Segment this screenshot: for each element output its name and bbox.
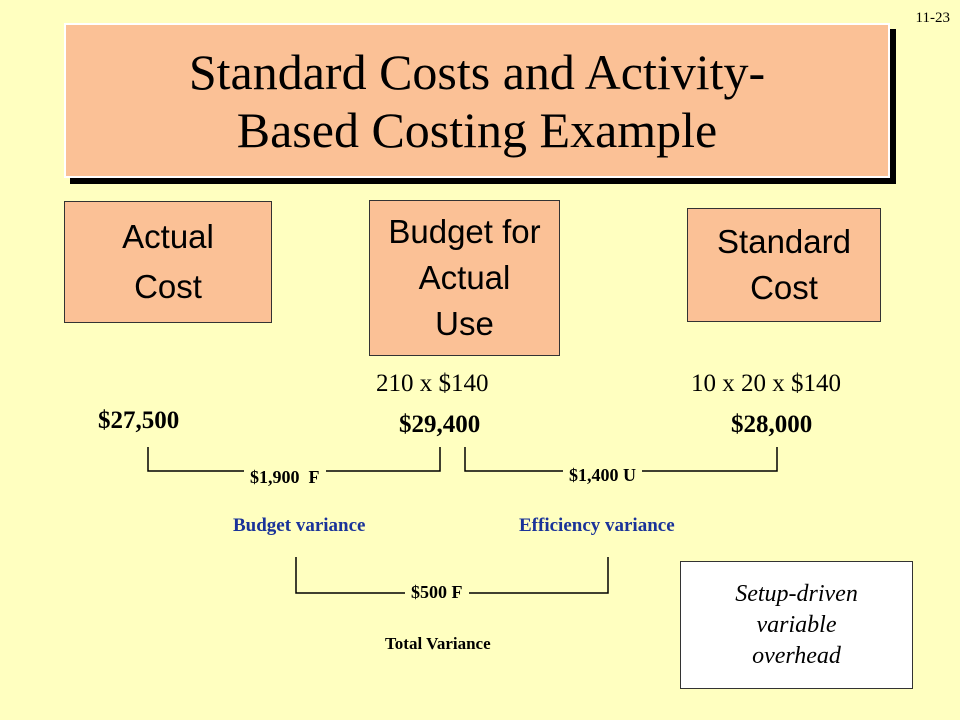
note-line-3: overhead: [752, 642, 841, 669]
standard-cost-line-1: Standard: [717, 223, 851, 260]
budget-amount: $29,400: [399, 411, 481, 438]
standard-cost-box: Standard Cost: [687, 208, 881, 322]
total-variance-amount: $500 F: [405, 582, 469, 603]
standard-cost-amount: $28,000: [731, 411, 813, 438]
standard-calculation: 10 x 20 x $140: [691, 370, 841, 397]
title-box: Standard Costs and Activity- Based Costi…: [64, 23, 890, 178]
actual-cost-line-2: Cost: [134, 268, 202, 305]
budget-calculation: 210 x $140: [376, 370, 489, 397]
budget-box-line-3: Use: [435, 305, 494, 342]
actual-cost-box: Actual Cost: [64, 201, 272, 323]
efficiency-variance-flag: U: [623, 465, 636, 485]
setup-driven-note: Setup-driven variable overhead: [680, 561, 913, 689]
budget-box-line-1: Budget for: [388, 213, 541, 250]
budget-actual-use-box: Budget for Actual Use: [369, 200, 560, 356]
slide-number: 11-23: [915, 10, 950, 26]
actual-cost-line-1: Actual: [122, 218, 214, 255]
note-line-2: variable: [756, 611, 837, 638]
title-line-1: Standard Costs and Activity-: [188, 43, 766, 100]
budget-variance-value: $1,900 F: [244, 467, 326, 488]
budget-variance-label: Budget variance: [233, 515, 366, 536]
actual-cost-amount: $27,500: [98, 407, 180, 434]
budget-variance-flag: F: [308, 467, 320, 487]
efficiency-variance-value: $1,400 U: [563, 465, 642, 486]
budget-box-line-2: Actual: [418, 259, 511, 296]
note-line-1: Setup-driven: [735, 580, 858, 607]
title-line-2: Based Costing Example: [236, 101, 718, 158]
efficiency-variance-amount: $1,400: [569, 465, 619, 485]
efficiency-variance-label: Efficiency variance: [519, 515, 675, 536]
total-variance-label: Total Variance: [385, 634, 491, 653]
standard-cost-line-2: Cost: [750, 269, 818, 306]
budget-variance-amount: $1,900: [250, 467, 300, 487]
